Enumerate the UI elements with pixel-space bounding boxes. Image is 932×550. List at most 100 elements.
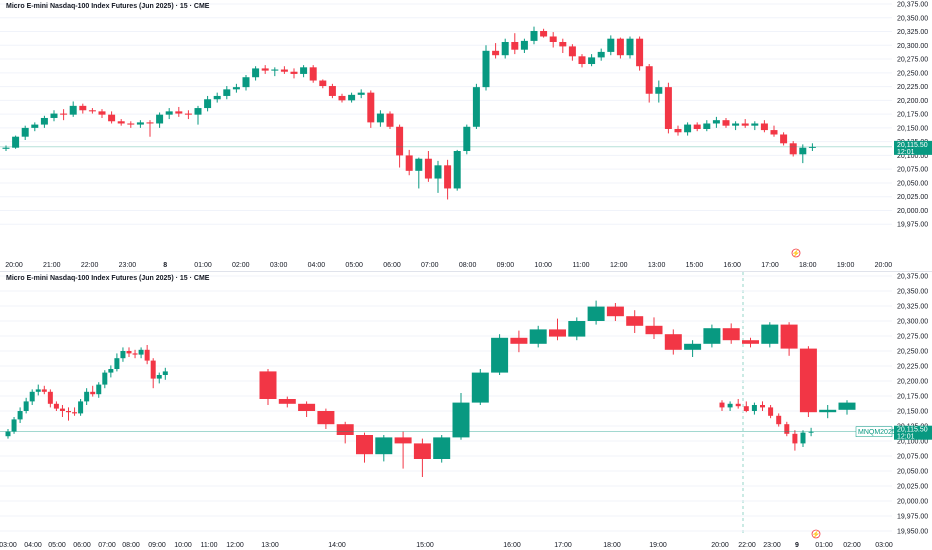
candle-body: [72, 412, 78, 414]
y-tick-label: 20,075.00: [897, 167, 928, 174]
candle-body: [780, 134, 788, 144]
candle-body: [530, 30, 538, 41]
candle-body: [568, 321, 586, 337]
candle-body: [88, 110, 96, 112]
candle-body: [11, 419, 17, 432]
candle-body: [760, 405, 765, 408]
candle-body: [626, 316, 644, 326]
candle-body: [156, 114, 164, 124]
event-flag-label: ⚡: [812, 530, 821, 539]
candle-body: [452, 402, 470, 438]
x-tick-label: 21:00: [43, 262, 61, 269]
candle-body: [386, 113, 394, 127]
x-tick-label: 03:00: [875, 542, 893, 549]
candle-body: [760, 123, 768, 131]
candle-body: [280, 69, 288, 72]
candle-body: [732, 123, 740, 126]
x-tick-label: 15:00: [416, 542, 434, 549]
candle-body: [146, 122, 154, 124]
y-tick-label: 20,300.00: [897, 43, 928, 50]
x-tick-label: 22:00: [81, 262, 99, 269]
candle-body: [120, 351, 126, 359]
candle-body: [664, 87, 672, 129]
candle-body: [607, 38, 615, 52]
candle-body: [549, 329, 566, 337]
x-tick-label: 08:00: [459, 262, 477, 269]
candlestick-chart-bottom[interactable]: 20,375.00 20,350.00 20,325.00 20,300.00 20,2…: [0, 272, 932, 550]
x-tick-label: 13:00: [648, 262, 666, 269]
candle-body: [626, 38, 634, 56]
y-tick-label: 20,025.00: [897, 484, 928, 491]
last-price-tag: [894, 425, 932, 440]
candle-body: [12, 136, 20, 148]
y-tick-label: 20,100.00: [897, 439, 928, 446]
candle-body: [511, 41, 519, 50]
candle-body: [664, 334, 682, 350]
chart-pane-top[interactable]: 20,375.00 20,350.00 20,325.00 20,300.00 20,2…: [0, 0, 932, 272]
candle-body: [684, 124, 692, 133]
candlestick-chart-top[interactable]: 20,375.00 20,350.00 20,325.00 20,300.00 20,2…: [0, 0, 932, 272]
candle-body: [84, 391, 90, 402]
candle-body: [808, 431, 814, 433]
y-tick-label: 19,950.00: [897, 529, 928, 536]
candle-body: [751, 405, 757, 411]
candle-body: [799, 147, 807, 155]
candle-body: [434, 165, 442, 179]
candle-body: [722, 328, 740, 341]
candle-body: [136, 122, 144, 125]
y-tick-label: 19,975.00: [897, 514, 928, 521]
event-flag-icon[interactable]: [791, 248, 801, 258]
candle-body: [413, 443, 431, 459]
candle-body: [60, 113, 68, 115]
x-tick-label: 23:00: [763, 542, 781, 549]
candle-body: [127, 123, 135, 125]
candle-body: [800, 432, 806, 444]
candle-body: [29, 391, 35, 402]
candle-body: [645, 66, 653, 94]
x-tick-label: 03:00: [270, 262, 288, 269]
candle-body: [501, 41, 509, 56]
candle-body: [838, 402, 856, 410]
x-tick-label: 07:00: [98, 542, 116, 549]
last-price-tag: [894, 140, 932, 155]
pane-divider[interactable]: [0, 271, 932, 272]
y-tick-label: 19,975.00: [897, 222, 928, 229]
candle-body: [162, 371, 168, 375]
candle-body: [742, 340, 759, 344]
candle-body: [472, 87, 480, 127]
candle-body: [568, 46, 576, 57]
x-tick-label: 01:00: [194, 262, 212, 269]
candle-body: [98, 111, 106, 115]
chart-pane-bottom[interactable]: 20,375.00 20,350.00 20,325.00 20,300.00 20,2…: [0, 272, 932, 550]
candle-body: [799, 348, 817, 413]
candle-body: [204, 99, 212, 109]
candle-body: [223, 89, 231, 96]
candle-body: [2, 147, 10, 149]
y-tick-label: 20,150.00: [897, 409, 928, 416]
x-tick-label: 14:00: [328, 542, 346, 549]
x-tick-label: 20:00: [875, 262, 893, 269]
candle-body: [117, 121, 125, 124]
event-flag-icon[interactable]: [811, 529, 821, 539]
x-tick-label: 02:00: [843, 542, 861, 549]
candle-body: [463, 126, 471, 152]
x-tick-label: 20:00: [711, 542, 729, 549]
candle-body: [50, 113, 58, 118]
candle-body: [271, 69, 279, 71]
candle-body: [59, 408, 65, 411]
last-price-label: 20,115.50: [897, 427, 928, 434]
candle-body: [453, 151, 461, 189]
candle-body: [184, 113, 192, 115]
event-flag-label: ⚡: [792, 249, 801, 258]
candle-body: [761, 324, 779, 344]
candle-body: [375, 437, 393, 455]
candle-body: [789, 143, 797, 155]
candle-body: [69, 105, 77, 115]
x-tick-label: 19:00: [649, 542, 667, 549]
candle-body: [433, 437, 451, 459]
candle-body: [587, 306, 605, 321]
candle-body: [549, 36, 557, 42]
candle-body: [482, 50, 490, 88]
x-tick-label: 11:00: [201, 542, 218, 549]
y-tick-label: 20,325.00: [897, 29, 928, 36]
